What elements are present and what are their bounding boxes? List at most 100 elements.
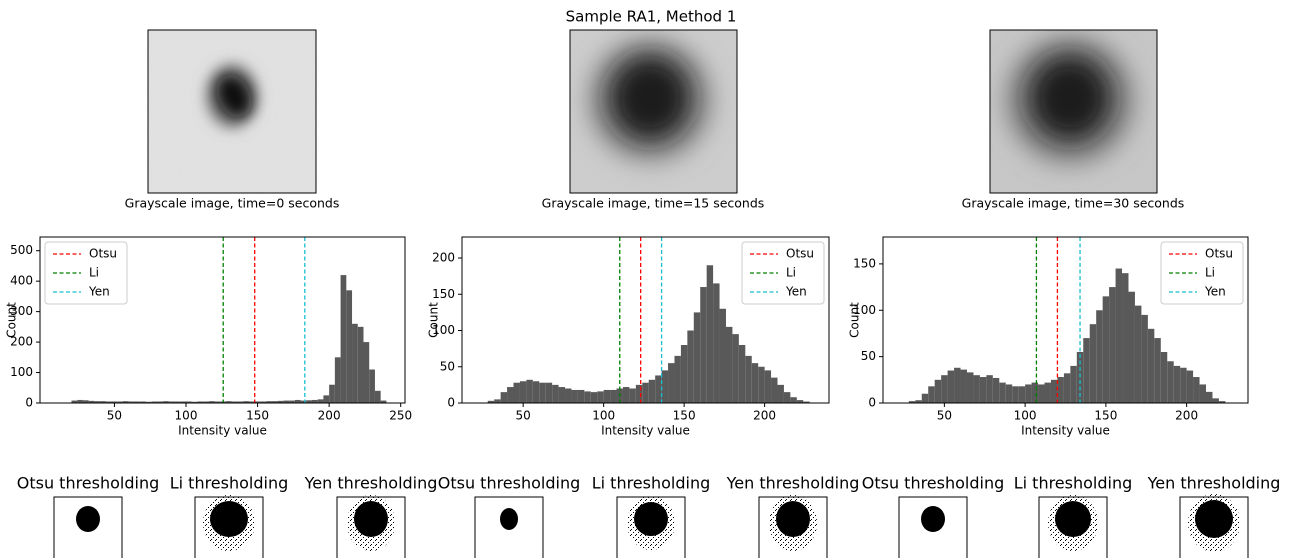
y-axis-label: Count (5, 302, 19, 338)
bar (1173, 365, 1181, 403)
bar (1122, 273, 1129, 403)
bar (128, 401, 135, 403)
bar (545, 382, 553, 403)
legend-label: Yen (785, 285, 807, 299)
bar (123, 401, 129, 403)
bar (655, 375, 662, 403)
bar (571, 389, 578, 403)
bar (642, 382, 649, 403)
bar (94, 401, 101, 403)
threshold-caption: Yen thresholding (1147, 474, 1281, 493)
bar (532, 381, 540, 403)
bar (1044, 382, 1051, 403)
bar (1134, 305, 1142, 403)
x-tick-label: 100 (1014, 409, 1037, 423)
bar (1031, 382, 1039, 403)
axes-frame (39, 236, 406, 404)
image-caption: Grayscale image, time=15 seconds (542, 196, 765, 211)
bar (266, 401, 272, 403)
bar (180, 401, 186, 403)
histogram (908, 268, 1226, 403)
x-axis-label: Intensity value (1021, 424, 1110, 438)
legend-label: Otsu (89, 247, 117, 261)
y-tick-label: 0 (447, 396, 455, 410)
bar (487, 400, 495, 403)
bar (934, 379, 942, 403)
grayscale-image (990, 30, 1157, 193)
bar (186, 401, 192, 403)
bar (751, 363, 759, 403)
threshold-blob (354, 501, 388, 537)
y-tick-label: 0 (25, 396, 33, 410)
bar (306, 400, 312, 403)
legend-box (741, 241, 825, 305)
x-tick-label: 200 (318, 409, 341, 423)
bar (311, 399, 318, 403)
bar (1063, 373, 1071, 403)
bar (790, 397, 797, 403)
bar (928, 386, 935, 403)
x-tick-label: 50 (937, 409, 952, 423)
bar (1206, 391, 1213, 403)
bar (1096, 310, 1103, 403)
bar (323, 395, 330, 403)
threshold-caption: Li thresholding (592, 474, 711, 493)
bar (526, 379, 533, 403)
bar (260, 401, 267, 403)
bar (208, 401, 215, 403)
bar (317, 399, 324, 403)
bar (610, 389, 617, 403)
x-tick-label: 50 (107, 409, 122, 423)
threshold-blob (1195, 500, 1233, 538)
y-tick-label: 100 (853, 303, 876, 317)
bar (908, 401, 916, 403)
bar (151, 401, 158, 403)
bar (226, 401, 232, 403)
bar (597, 391, 604, 403)
bar (796, 400, 804, 403)
bar (1147, 328, 1155, 403)
bar (1218, 401, 1226, 403)
legend-box (44, 241, 128, 305)
bar (191, 401, 198, 403)
x-tick-label: 50 (516, 409, 531, 423)
bar (725, 326, 733, 403)
bar (719, 308, 726, 403)
bar (577, 389, 585, 403)
y-tick-label: 300 (10, 304, 33, 318)
threshold-blob (1055, 501, 1091, 537)
bar (674, 355, 681, 403)
bar (1154, 338, 1161, 403)
grayscale-image (570, 30, 737, 193)
bar (231, 401, 238, 403)
bar (783, 392, 791, 403)
axes-frame (882, 236, 1249, 404)
bar (713, 283, 720, 403)
bar (88, 400, 95, 403)
y-tick-label: 200 (10, 335, 33, 349)
bar (500, 392, 508, 403)
bar (145, 401, 152, 403)
bar (668, 363, 675, 403)
bar (979, 377, 987, 403)
legend-label: Li (1205, 266, 1215, 280)
bar (82, 400, 89, 403)
threshold-blob (634, 502, 668, 536)
bar (283, 400, 290, 403)
bar (1193, 377, 1200, 403)
bar (764, 370, 772, 403)
bar (622, 387, 630, 403)
bar (1025, 384, 1032, 403)
bar (519, 381, 527, 403)
image-frame (147, 29, 317, 194)
bar (507, 387, 514, 403)
bar (243, 401, 249, 403)
bar (1050, 379, 1058, 403)
bar (1005, 384, 1013, 403)
threshold-caption: Otsu thresholding (862, 474, 1005, 493)
bar (380, 400, 387, 403)
bar (1089, 324, 1097, 403)
bar (921, 393, 929, 403)
bar (803, 401, 810, 403)
